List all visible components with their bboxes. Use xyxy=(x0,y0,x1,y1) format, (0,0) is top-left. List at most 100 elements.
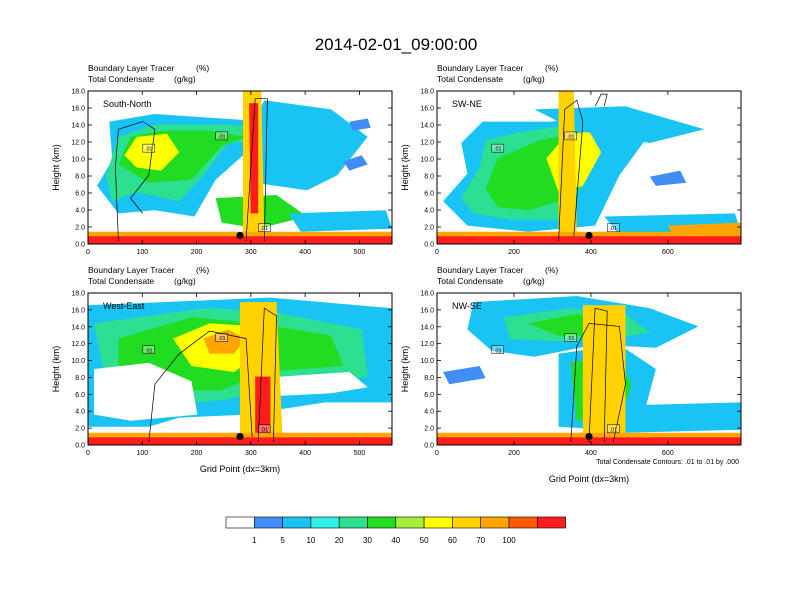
y-tick-label: 16.0 xyxy=(71,307,85,314)
location-marker xyxy=(236,432,244,441)
contour-line xyxy=(148,330,253,443)
contour-line xyxy=(594,93,608,107)
x-tick-label: 200 xyxy=(191,450,203,457)
panel-subtitle-tracer: Boundary Layer Tracer xyxy=(437,265,524,275)
colorbar: 1 5 10 20 30 40 50 60 70 100 xyxy=(225,516,566,545)
y-tick-label: 18.0 xyxy=(420,291,434,298)
y-tick-label: 16.0 xyxy=(420,307,434,314)
field-region xyxy=(619,402,741,433)
location-marker xyxy=(585,231,593,240)
colorbar-swatch xyxy=(254,516,283,529)
contour-label: .01 xyxy=(494,348,502,354)
y-tick-label: 4.0 xyxy=(75,208,85,215)
contour-line xyxy=(588,307,608,443)
field-region xyxy=(88,437,392,445)
y-tick-label: 2.0 xyxy=(424,426,434,433)
condensate-field xyxy=(88,293,392,445)
field-region xyxy=(443,366,486,385)
x-tick-label: 0 xyxy=(435,450,439,457)
colorbar-label: 5 xyxy=(280,536,285,545)
panel-subtitle-condensate: Total Condensate xyxy=(437,74,503,84)
y-tick-label: 14.0 xyxy=(71,324,85,331)
x-tick-label: 400 xyxy=(299,249,311,256)
field-region xyxy=(649,170,687,186)
x-tick-label: 200 xyxy=(191,249,203,256)
contour-label: .01 xyxy=(494,147,502,153)
contour-label-box xyxy=(491,345,505,355)
contour-label: .01 xyxy=(218,134,226,140)
contour-label: .01 xyxy=(609,226,617,232)
field-region xyxy=(343,155,368,171)
panel-subtitle-tracer: Boundary Layer Tracer xyxy=(437,63,524,73)
contour-label-box xyxy=(607,223,620,232)
y-tick-label: 8.0 xyxy=(424,174,434,181)
field-region xyxy=(249,103,259,214)
panel-subtitle-condensate-unit: (g/kg) xyxy=(523,276,545,286)
contour-label-box xyxy=(258,223,271,232)
y-tick-label: 6.0 xyxy=(424,392,434,399)
contour-label: .01 xyxy=(260,427,268,433)
y-tick-label: 2.0 xyxy=(75,426,85,433)
y-tick-label: 12.0 xyxy=(71,140,85,147)
y-tick-label: 12.0 xyxy=(420,140,434,147)
colorbar-swatch xyxy=(338,516,368,529)
panels-group: Boundary Layer Tracer (%) Total Condensate… xyxy=(51,63,742,484)
contour-label-box xyxy=(564,131,578,141)
location-marker xyxy=(585,432,593,441)
panel-subtitle-condensate-unit: (g/kg) xyxy=(523,74,545,84)
panel-nw-se: Boundary Layer Tracer (%) Total Condensate… xyxy=(400,265,742,484)
x-tick-label: 300 xyxy=(245,249,257,256)
y-tick-label: 4.0 xyxy=(75,409,85,416)
colorbar-label: 30 xyxy=(363,536,372,545)
y-tick-label: 4.0 xyxy=(424,208,434,215)
y-tick-label: 0.0 xyxy=(75,443,85,450)
y-tick-label: 14.0 xyxy=(71,123,85,130)
x-tick-label: 100 xyxy=(136,249,148,256)
condensate-field xyxy=(88,91,392,244)
y-tick-label: 14.0 xyxy=(420,324,434,331)
x-tick-label: 400 xyxy=(585,249,597,256)
y-tick-label: 12.0 xyxy=(71,341,85,348)
y-tick-label: 6.0 xyxy=(424,191,434,198)
colorbar-label: 50 xyxy=(420,536,429,545)
colorbar-swatch xyxy=(225,516,255,529)
field-region xyxy=(288,210,392,232)
x-axis-label: Grid Point (dx=3km) xyxy=(549,474,629,484)
panel-sw-ne: Boundary Layer Tracer (%) Total Condensate… xyxy=(400,63,742,256)
field-region xyxy=(437,236,741,244)
y-tick-label: 18.0 xyxy=(420,89,434,96)
field-region xyxy=(349,118,371,131)
y-tick-label: 18.0 xyxy=(71,89,85,96)
colorbar-label: 1 xyxy=(252,536,257,545)
y-tick-label: 8.0 xyxy=(75,375,85,382)
panel-subtitle-tracer: Boundary Layer Tracer xyxy=(88,63,175,73)
y-tick-label: 18.0 xyxy=(71,291,85,298)
panel-subtitle-condensate: Total Condensate xyxy=(437,276,503,286)
y-tick-label: 14.0 xyxy=(420,123,434,130)
y-tick-label: 16.0 xyxy=(71,106,85,113)
panel-subtitle-tracer-unit: (%) xyxy=(196,265,209,275)
contour-label: .01 xyxy=(567,134,575,140)
y-tick-label: 4.0 xyxy=(424,409,434,416)
colorbar-swatch xyxy=(395,516,425,529)
field-region xyxy=(534,106,705,143)
y-tick-label: 10.0 xyxy=(420,157,434,164)
contour-label: .01 xyxy=(260,226,268,232)
y-axis-label: Height (km) xyxy=(51,346,61,393)
y-tick-label: 2.0 xyxy=(424,225,434,232)
colorbar-swatch xyxy=(452,516,481,529)
plot-frame xyxy=(87,292,393,446)
contour-footnote: Total Condensate Contours: .01 to .01 by… xyxy=(596,459,739,466)
colorbar-label: 20 xyxy=(335,536,344,545)
colorbar-swatch xyxy=(508,516,538,529)
contour-label: .01 xyxy=(609,427,617,433)
x-tick-label: 200 xyxy=(508,450,520,457)
colorbar-label: 60 xyxy=(448,536,457,545)
plot-frame xyxy=(87,90,393,245)
colorbar-swatch xyxy=(423,516,453,529)
field-region xyxy=(94,362,198,421)
contour-label-box xyxy=(258,424,271,434)
y-tick-label: 10.0 xyxy=(420,358,434,365)
y-tick-label: 2.0 xyxy=(75,225,85,232)
